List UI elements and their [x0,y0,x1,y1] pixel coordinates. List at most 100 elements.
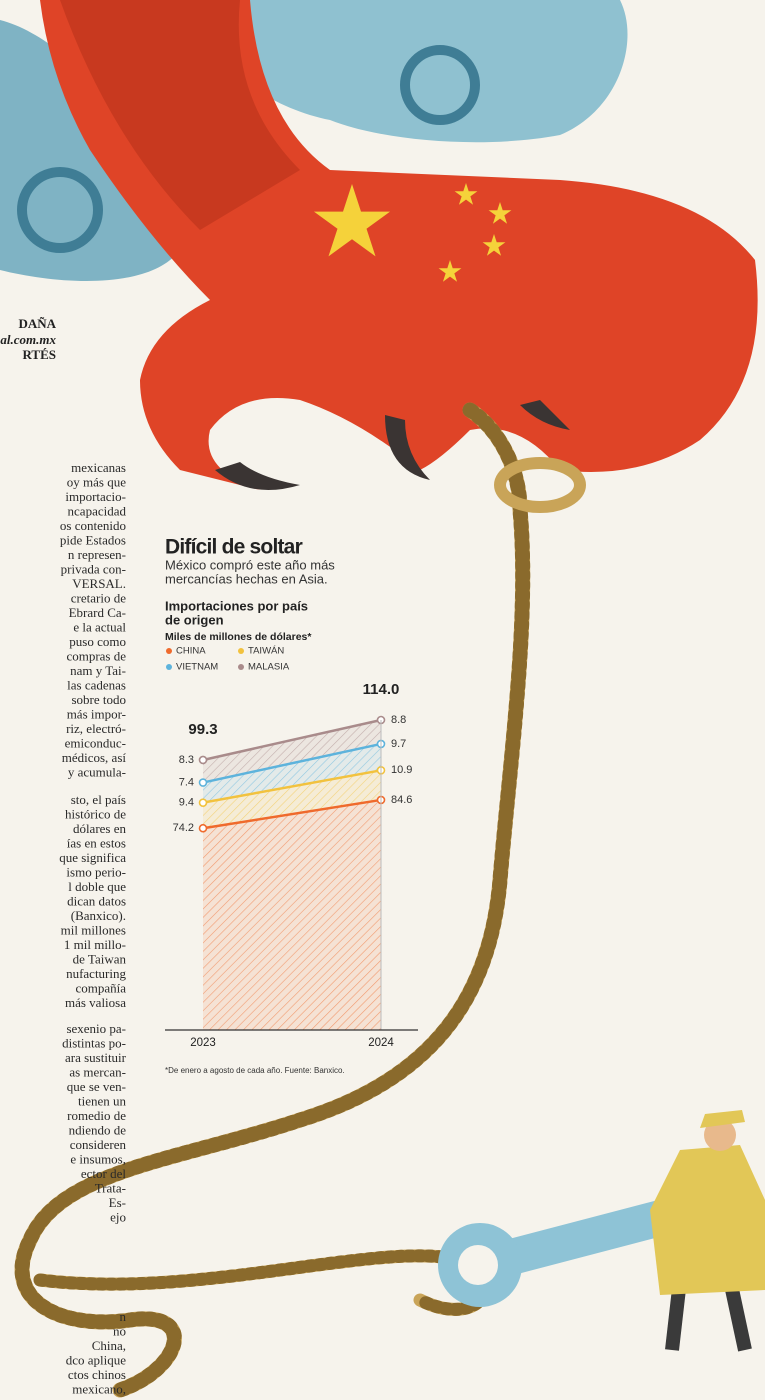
article-line: nam y Tai- [70,663,126,678]
legend-swatch [166,664,172,670]
article-line: China, [92,1338,126,1353]
article-line: oy más que [67,474,126,489]
article-line: cretario de [71,590,126,605]
claw-nail [385,415,430,480]
area [203,770,381,829]
article-line: dican datos [67,893,126,908]
data-point [198,778,208,787]
article-line: ctos chinos [68,1367,126,1382]
article-line: os contenido [60,518,126,533]
article-line: que significa [59,850,126,865]
article-line: VERSAL. [72,576,126,591]
data-point [198,823,208,833]
article-line: y acumula- [68,764,126,779]
claw-nail [215,462,300,490]
article-line: que se ven- [67,1079,126,1094]
data-point [198,798,208,807]
chart-subtitle: mercancías hechas en Asia. [165,571,328,586]
area [203,743,381,803]
claw-nail [520,400,570,430]
cloud-top [210,0,628,143]
data-label: 9.4 [179,797,194,809]
article-line: médicos, así [62,750,127,765]
legend-label: CHINA [176,646,206,657]
x-tick-label: 2023 [190,1037,216,1049]
total-label: 114.0 [363,681,400,698]
article-line: ías en estos [67,835,126,850]
article-line: dco aplique [66,1352,127,1367]
article-line: ara sustituir [65,1050,127,1065]
series-line [202,769,382,804]
byline-text: RTÉS [22,347,56,362]
data-label: 8.8 [391,714,406,726]
data-point [198,755,208,765]
article-line: puso como [69,634,126,649]
data-label: 7.4 [179,776,194,788]
article-line: e insumos, [70,1151,126,1166]
byline-text: al.com.mx [0,332,56,347]
data-label: 84.6 [391,794,412,806]
chart-heading: de origen [165,612,224,627]
article-line: ejo [110,1209,126,1224]
cloud-swirl [400,45,480,125]
article-line: emiconduc- [65,735,126,750]
data-label: 10.9 [391,764,412,776]
article-line: Trata- [95,1180,126,1195]
article-line: pide Estados [60,532,126,547]
article-line: las cadenas [67,677,126,692]
article-line: privada con- [61,561,126,576]
article-line: tienen un [78,1093,127,1108]
article-line: más valiosa [65,995,126,1010]
article-line: l doble que [68,879,126,894]
article-line: n represen- [68,547,126,562]
data-label: 8.3 [179,754,194,766]
legend-swatch [166,648,172,654]
article-line: sto, el país [71,792,126,807]
article-line: consideren [70,1137,127,1152]
rope [14,402,586,1398]
byline-text: DAÑA [18,316,56,331]
legend-swatch [238,648,244,654]
article-line: 1 mil millo- [64,937,126,952]
article-line: histórico de [65,806,126,821]
article-line: no [113,1323,126,1338]
article-line: compañía [75,980,126,995]
article-line: (Banxico). [71,908,126,923]
article-line: romedio de [67,1108,126,1123]
article-line: n [120,1309,127,1324]
legend-label: MALASIA [248,662,290,673]
article-line: as mercan- [69,1064,126,1079]
data-label: 74.2 [173,822,194,834]
article-line: más impor- [67,706,126,721]
article-line: sexenio pa- [66,1021,126,1036]
series-line [202,742,382,784]
article-line: ncapacidad [68,503,127,518]
legend-label: TAIWÁN [248,646,284,657]
article-line: mexicanas [71,460,126,475]
article-line: de Taiwan [73,951,127,966]
dragon-scales [60,0,300,230]
x-tick-label: 2024 [368,1037,394,1049]
y-axis-label: Miles de millones de dólares* [165,631,312,643]
chart: Difícil de soltar México compró este año… [165,536,418,1075]
article-line: ndiendo de [69,1122,127,1137]
article-line: nufacturing [66,966,126,981]
article-line: importacio- [65,489,126,504]
chart-heading: Importaciones por país [165,598,308,613]
chart-subtitle: México compró este año más [165,557,335,572]
article-line: Es- [109,1195,126,1210]
article-line: mil millones [61,922,126,937]
series-line [202,798,382,830]
cloud-swirl [17,167,103,253]
article-line: Ebrard Ca- [69,605,126,620]
total-label: 99.3 [188,721,217,738]
article-line: e la actual [73,619,126,634]
legend-label: VIETNAM [176,662,218,673]
area [203,799,381,1030]
man [650,1110,765,1352]
article-line: distintas po- [62,1035,126,1050]
